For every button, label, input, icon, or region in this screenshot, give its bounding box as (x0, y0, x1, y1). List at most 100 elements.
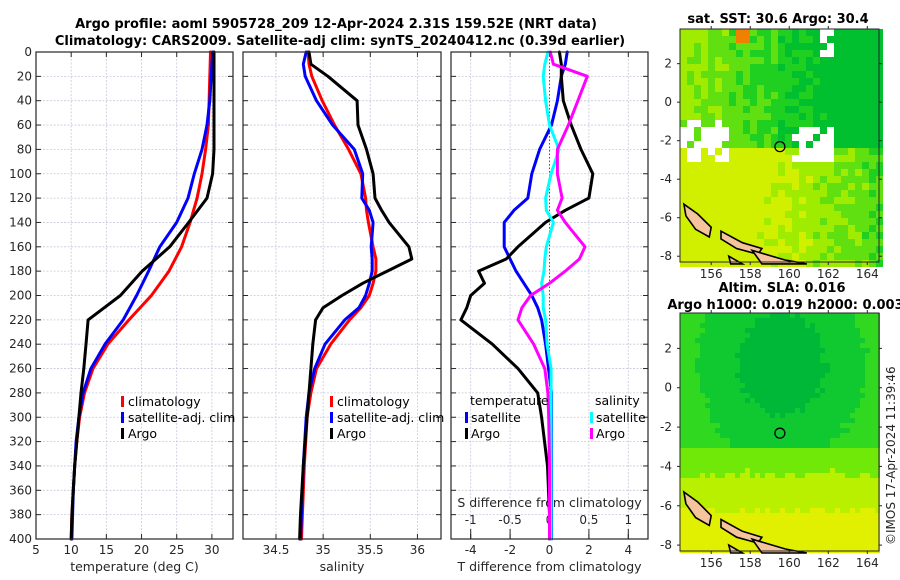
map-cell (806, 204, 813, 211)
map-cell (795, 333, 800, 338)
map-cell (876, 260, 883, 267)
map-cell (862, 260, 869, 267)
map-cell (806, 260, 813, 267)
map-cell (725, 513, 730, 518)
map-cell (750, 428, 755, 433)
map-cell (730, 493, 735, 498)
map-cell (701, 85, 708, 92)
map-cell (799, 169, 806, 176)
map-cell (805, 333, 810, 338)
map-cell (760, 528, 765, 533)
map-cell (869, 197, 876, 204)
map-cell (815, 323, 820, 328)
map-cell (725, 488, 730, 493)
map-cell (750, 113, 757, 120)
map-cell (685, 363, 690, 368)
map-cell (785, 503, 790, 508)
map-cell (792, 78, 799, 85)
map-cell (785, 190, 792, 197)
map-cell (855, 468, 860, 473)
map-cell (695, 368, 700, 373)
map-cell (795, 538, 800, 543)
map-cell (813, 29, 820, 36)
map-cell (710, 333, 715, 338)
map-cell (715, 57, 722, 64)
lon-tick-label: 158 (739, 556, 762, 570)
map-cell (790, 448, 795, 453)
map-cell (690, 443, 695, 448)
map-cell (694, 78, 701, 85)
map-cell (750, 438, 755, 443)
map-cell (848, 141, 855, 148)
map-cell (755, 453, 760, 458)
map-cell (810, 413, 815, 418)
map-cell (835, 493, 840, 498)
map-cell (825, 513, 830, 518)
map-cell (690, 423, 695, 428)
map-cell (694, 239, 701, 246)
map-cell (860, 433, 865, 438)
map-cell (827, 211, 834, 218)
map-cell (710, 543, 715, 548)
map-cell (771, 141, 778, 148)
map-cell (865, 523, 870, 528)
map-cell (695, 478, 700, 483)
map-cell (855, 318, 860, 323)
map-cell (694, 57, 701, 64)
map-cell (760, 378, 765, 383)
map-cell (770, 428, 775, 433)
map-cell (855, 134, 862, 141)
map-cell (760, 318, 765, 323)
map-cell (775, 488, 780, 493)
map-cell (771, 57, 778, 64)
map-cell (810, 533, 815, 538)
map-cell (875, 523, 880, 528)
map-cell (778, 106, 785, 113)
map-cell (780, 338, 785, 343)
map-cell (687, 246, 694, 253)
map-cell (805, 468, 810, 473)
map-cell (729, 43, 736, 50)
map-cell (870, 528, 875, 533)
land-polygon (682, 202, 713, 239)
map-cell (778, 225, 785, 232)
map-cell (785, 57, 792, 64)
map-cell (729, 50, 736, 57)
map-cell (730, 338, 735, 343)
map-cell (690, 538, 695, 543)
y-tick-label: 20 (17, 69, 32, 83)
map-cell (715, 383, 720, 388)
map-cell (820, 353, 825, 358)
legend-swatch-satellite (121, 412, 124, 423)
map-cell (685, 453, 690, 458)
map-cell (685, 373, 690, 378)
map-cell (730, 378, 735, 383)
map-cell (830, 358, 835, 363)
map-cell (694, 36, 701, 43)
map-cell (735, 413, 740, 418)
map-cell (860, 413, 865, 418)
map-cell (860, 348, 865, 353)
map-cell (705, 413, 710, 418)
map-cell (764, 127, 771, 134)
map-cell (830, 463, 835, 468)
map-cell (729, 218, 736, 225)
map-cell (862, 134, 869, 141)
map-cell (792, 92, 799, 99)
map-cell (715, 508, 720, 513)
x-tick-label: 20 (134, 543, 149, 557)
map-cell (848, 29, 855, 36)
map-cell (820, 438, 825, 443)
map-cell (690, 448, 695, 453)
map-cell (750, 232, 757, 239)
map-cell (855, 413, 860, 418)
map-cell (722, 253, 729, 260)
map-cell (736, 57, 743, 64)
map-cell (820, 225, 827, 232)
map-cell (740, 348, 745, 353)
map-cell (750, 29, 757, 36)
map-cell (725, 428, 730, 433)
map-cell (760, 508, 765, 513)
map-cell (770, 353, 775, 358)
legend-label-argo: Argo (337, 426, 366, 441)
